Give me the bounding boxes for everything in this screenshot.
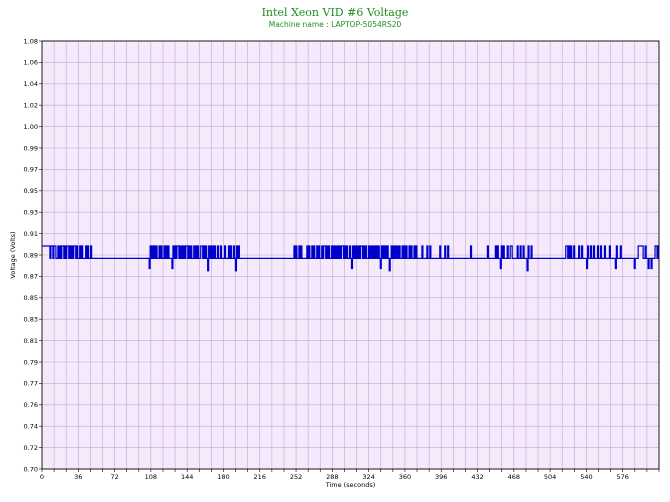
y-tick-label: 0.74	[24, 423, 38, 431]
y-tick-label: 0.95	[24, 187, 38, 195]
x-tick-label: 360	[399, 473, 411, 481]
x-tick-label: 504	[544, 473, 556, 481]
x-tick-label: 180	[217, 473, 229, 481]
y-tick-label: 0.93	[24, 209, 38, 217]
y-tick-label: 0.91	[24, 230, 38, 238]
y-tick-label: 0.76	[24, 401, 38, 409]
x-tick-label: 108	[145, 473, 157, 481]
y-tick-label: 1.08	[24, 37, 38, 45]
x-tick-label: 324	[362, 473, 374, 481]
y-tick-label: 1.00	[24, 123, 38, 131]
y-tick-label: 0.99	[24, 144, 38, 152]
x-tick-label: 72	[110, 473, 118, 481]
y-tick-label: 0.85	[24, 294, 38, 302]
x-tick-label: 216	[254, 473, 266, 481]
x-tick-label: 396	[435, 473, 447, 481]
y-tick-label: 1.04	[24, 80, 38, 88]
x-tick-label: 288	[326, 473, 338, 481]
y-tick-label: 0.77	[24, 380, 38, 388]
y-tick-label: 0.79	[24, 358, 38, 366]
x-tick-label: 576	[616, 473, 628, 481]
x-tick-label: 540	[580, 473, 592, 481]
x-tick-label: 0	[40, 473, 44, 481]
y-tick-label: 0.83	[24, 316, 38, 324]
x-tick-label: 36	[74, 473, 82, 481]
x-tick-label: 144	[181, 473, 193, 481]
y-tick-label: 0.97	[24, 166, 38, 174]
plot-frame	[41, 40, 660, 470]
y-tick-label: 0.89	[24, 251, 38, 259]
y-tick-label: 0.72	[24, 444, 38, 452]
x-tick-label: 252	[290, 473, 302, 481]
y-axis-label: Voltage (Volts)	[9, 231, 17, 278]
y-tick-label: 0.70	[24, 465, 38, 473]
y-axis: 0.70 0.72 0.74 0.76 0.77 0.79 0.81 0.83 0.85 0.87…	[24, 37, 42, 473]
chart-title: Intel Xeon VID #6 Voltage	[262, 6, 409, 19]
x-tick-label: 468	[508, 473, 520, 481]
y-tick-label: 0.81	[24, 337, 38, 345]
voltage-series-line	[42, 245, 659, 272]
chart-subtitle: Machine name : LAPTOP-5054RS20	[269, 20, 402, 29]
y-tick-label: 1.06	[24, 59, 38, 67]
y-tick-label: 1.02	[24, 102, 38, 110]
x-axis-label: Time (seconds)	[325, 481, 376, 489]
x-tick-label: 432	[471, 473, 483, 481]
x-axis: 0 36 72 108 144 180 216 252 288 324 360 396 432 468 50…	[40, 469, 660, 481]
y-tick-label: 0.87	[24, 273, 38, 281]
